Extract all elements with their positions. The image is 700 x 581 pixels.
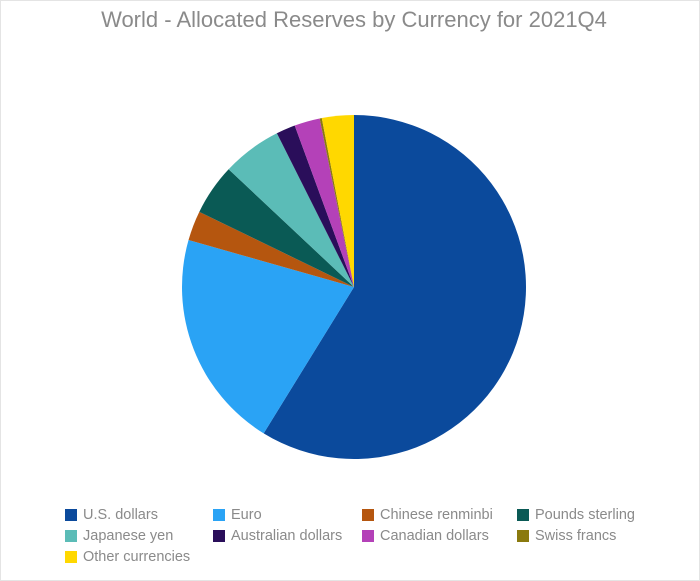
legend-swatch bbox=[362, 530, 374, 542]
legend-swatch bbox=[362, 509, 374, 521]
legend-swatch bbox=[213, 509, 225, 521]
legend-label: Canadian dollars bbox=[380, 528, 489, 544]
pie-slice bbox=[199, 169, 354, 287]
legend-swatch bbox=[213, 530, 225, 542]
pie-slice bbox=[228, 133, 354, 287]
pie-slice bbox=[276, 125, 354, 287]
pie-slice bbox=[188, 211, 354, 287]
legend-label: Other currencies bbox=[83, 549, 190, 565]
legend-swatch bbox=[65, 551, 77, 563]
legend-swatch bbox=[65, 530, 77, 542]
pie-slice bbox=[181, 240, 354, 434]
legend-label: Australian dollars bbox=[231, 528, 342, 544]
legend-label: Swiss francs bbox=[535, 528, 616, 544]
legend-label: Japanese yen bbox=[83, 528, 173, 544]
legend-label: Euro bbox=[231, 507, 262, 523]
legend-swatch bbox=[517, 509, 529, 521]
pie-slice bbox=[294, 118, 354, 287]
legend-label: Chinese renminbi bbox=[380, 507, 493, 523]
legend-label: U.S. dollars bbox=[83, 507, 158, 523]
pie-slice bbox=[263, 115, 526, 459]
pie-slice bbox=[319, 118, 354, 287]
legend-label: Pounds sterling bbox=[535, 507, 635, 523]
pie-slice bbox=[321, 115, 354, 287]
legend-swatch bbox=[517, 530, 529, 542]
legend-swatch bbox=[65, 509, 77, 521]
chart-title: World - Allocated Reserves by Currency f… bbox=[101, 7, 607, 32]
